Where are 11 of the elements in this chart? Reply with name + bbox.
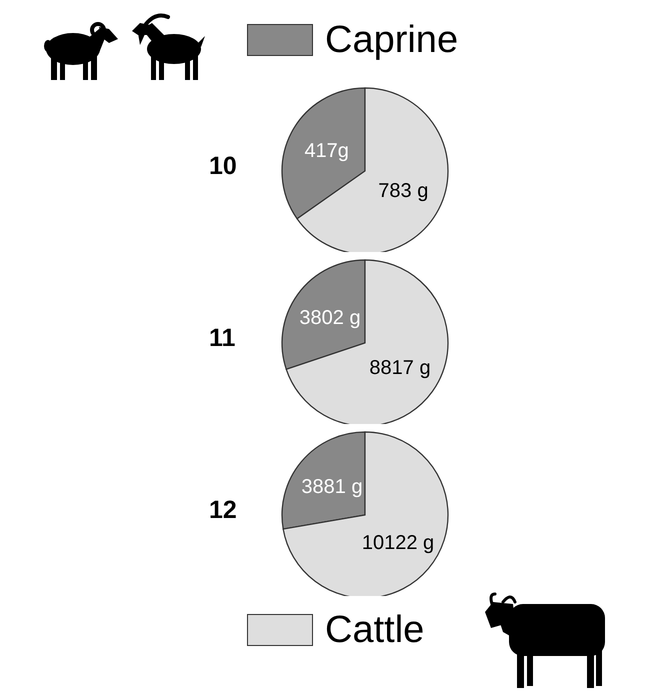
legend-label: Cattle [325,608,424,652]
data-label: 3881 g [301,476,363,498]
data-label: 10122 g [362,532,434,554]
legend-label: Caprine [325,18,458,62]
slice-label: 10 [209,151,237,181]
data-label: 3802 g [299,306,361,329]
slice-label: 11 [209,323,236,353]
slice-label: 12 [209,495,237,525]
data-label: 783 g [378,180,428,202]
data-label: 8817 g [369,357,431,380]
data-label: 417g [304,140,349,162]
